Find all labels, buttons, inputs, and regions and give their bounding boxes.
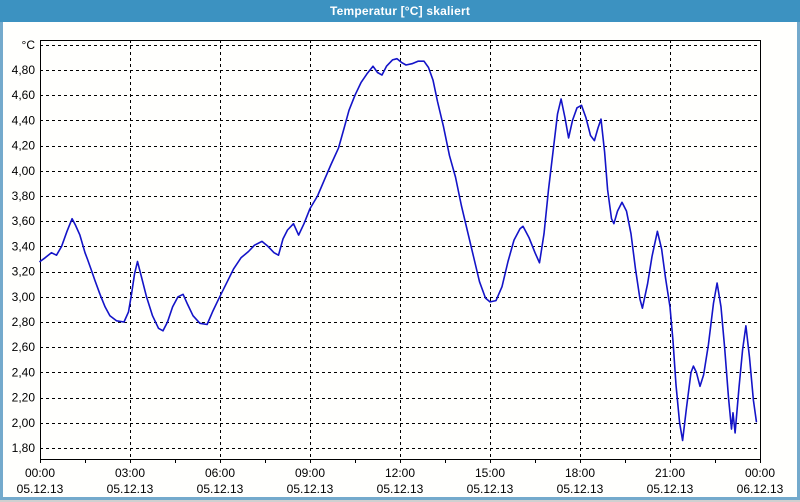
x-tick-date: 05.12.13 — [287, 482, 334, 496]
x-tick-date: 05.12.13 — [377, 482, 424, 496]
x-tick-time: 00:00 — [25, 466, 55, 480]
svg-text:2,20: 2,20 — [12, 391, 36, 405]
x-gridlines — [130, 40, 671, 459]
svg-text:2,40: 2,40 — [12, 365, 36, 379]
svg-text:2,00: 2,00 — [12, 416, 36, 430]
title-bar: Temperatur [°C] skaliert — [0, 0, 800, 22]
x-tick-time: 09:00 — [295, 466, 325, 480]
x-tick-date: 05.12.13 — [467, 482, 514, 496]
x-tick-date: 05.12.13 — [197, 482, 244, 496]
x-axis-labels: 00:00 05.12.13 03:00 05.12.13 06:00 05.12.13 0… — [17, 466, 784, 496]
svg-text:2,60: 2,60 — [12, 340, 36, 354]
svg-text:4,80: 4,80 — [12, 63, 36, 77]
x-tick-date: 05.12.13 — [17, 482, 64, 496]
window-title: Temperatur [°C] skaliert — [329, 4, 471, 18]
x-tick-time: 15:00 — [475, 466, 505, 480]
x-tick-date: 06.12.13 — [737, 482, 784, 496]
x-tick-date: 05.12.13 — [557, 482, 604, 496]
x-tick-date: 05.12.13 — [647, 482, 694, 496]
svg-text:3,00: 3,00 — [12, 290, 36, 304]
x-tick-time: 21:00 — [655, 466, 685, 480]
plot-border — [40, 40, 761, 460]
y-axis-unit-label: °C — [22, 38, 36, 52]
temperature-series-line — [39, 57, 758, 442]
temperature-line-chart: 1,80 2,00 2,20 2,40 2,60 2,80 3,00 3,20 3,40 3,60… — [12, 38, 784, 496]
x-tick-time: 06:00 — [205, 466, 235, 480]
x-tick-time: 18:00 — [565, 466, 595, 480]
x-tick-date: 05.12.13 — [107, 482, 154, 496]
svg-text:3,80: 3,80 — [12, 189, 36, 203]
x-tick-time: 00:00 — [745, 466, 775, 480]
svg-text:3,60: 3,60 — [12, 214, 36, 228]
chart-area: 1,80 2,00 2,20 2,40 2,60 2,80 3,00 3,20 3,40 3,60… — [0, 22, 800, 500]
svg-text:4,60: 4,60 — [12, 88, 36, 102]
y-axis-labels: 1,80 2,00 2,20 2,40 2,60 2,80 3,00 3,20 3,40 3,60… — [12, 38, 36, 455]
svg-text:2,80: 2,80 — [12, 315, 36, 329]
svg-text:3,40: 3,40 — [12, 239, 36, 253]
svg-text:3,20: 3,20 — [12, 265, 36, 279]
svg-text:1,80: 1,80 — [12, 441, 36, 455]
x-tick-time: 12:00 — [385, 466, 415, 480]
svg-text:4,20: 4,20 — [12, 139, 36, 153]
svg-text:4,40: 4,40 — [12, 113, 36, 127]
x-tick-time: 03:00 — [115, 466, 145, 480]
svg-text:4,00: 4,00 — [12, 164, 36, 178]
